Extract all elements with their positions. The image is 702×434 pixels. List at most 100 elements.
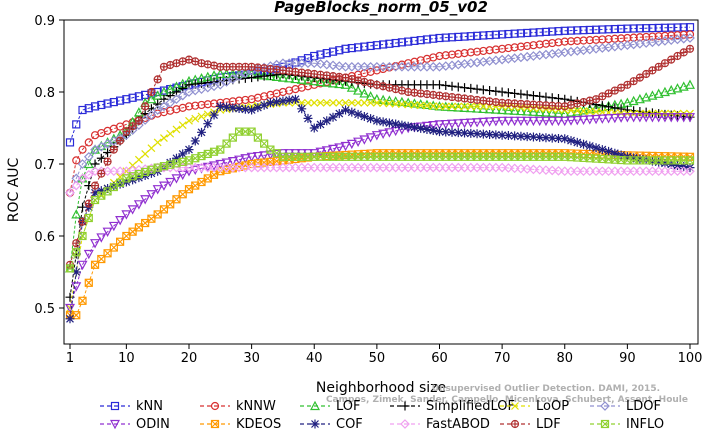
data-point-knnw bbox=[441, 51, 450, 60]
data-point-lof bbox=[678, 81, 689, 91]
data-point-ldof bbox=[365, 61, 376, 72]
data-point-loop bbox=[404, 100, 413, 109]
data-point-fastabod bbox=[653, 166, 664, 177]
data-point-ldf bbox=[141, 102, 150, 111]
data-point-lof bbox=[672, 83, 683, 93]
data-point-ldof bbox=[159, 101, 169, 112]
data-point-knn bbox=[654, 23, 663, 33]
data-point-knnw bbox=[591, 35, 601, 44]
data-point-cof bbox=[228, 103, 238, 113]
data-point-lof bbox=[515, 105, 526, 116]
data-point-knnw bbox=[642, 32, 651, 42]
y-tick-label: 0.5 bbox=[34, 302, 55, 317]
data-point-knnw bbox=[72, 156, 81, 165]
data-point-loop bbox=[147, 144, 156, 153]
x-axis-label: Neighborhood size bbox=[316, 380, 446, 396]
data-point-lof bbox=[290, 73, 301, 84]
data-point-knnw bbox=[504, 43, 513, 53]
legend-marker-knnw bbox=[210, 401, 220, 411]
series-line-kdeos bbox=[70, 152, 691, 316]
data-point-odin bbox=[215, 159, 226, 170]
data-point-fastabod bbox=[465, 162, 476, 173]
data-point-ldof bbox=[171, 94, 182, 105]
data-point-odin bbox=[453, 119, 464, 129]
data-point-knnw bbox=[523, 41, 532, 51]
data-point-cof bbox=[610, 148, 620, 158]
data-point-knn bbox=[322, 49, 331, 58]
data-point-cof bbox=[428, 126, 438, 136]
data-point-odin bbox=[459, 118, 470, 129]
data-point-ldf bbox=[623, 80, 632, 89]
data-point-cof bbox=[635, 154, 645, 164]
data-point-inflo bbox=[685, 156, 695, 165]
legend-label-loop: LoOP bbox=[536, 399, 569, 414]
data-point-cof bbox=[165, 158, 175, 168]
legend-item-inflo: INFLO bbox=[590, 417, 664, 432]
data-point-simplifiedlof bbox=[610, 103, 620, 113]
data-point-odin bbox=[628, 113, 639, 123]
data-point-ldf bbox=[667, 55, 676, 64]
data-point-odin bbox=[603, 114, 614, 124]
data-point-odin bbox=[434, 120, 445, 130]
legend-marker-kdeos bbox=[210, 419, 220, 429]
data-point-odin bbox=[685, 113, 695, 123]
series-line-loop bbox=[69, 102, 690, 309]
data-point-lof bbox=[547, 107, 558, 117]
legend-marker-simplifiedlof bbox=[400, 401, 410, 411]
data-point-simplifiedlof bbox=[453, 82, 463, 92]
data-point-odin bbox=[221, 158, 232, 168]
data-point-ldof bbox=[77, 159, 88, 169]
data-point-loop bbox=[441, 102, 450, 111]
data-point-ldf bbox=[153, 75, 162, 84]
data-point-fastabod bbox=[353, 162, 363, 173]
data-point-odin bbox=[584, 115, 595, 125]
data-point-simplifiedlof bbox=[460, 83, 470, 93]
data-point-simplifiedlof bbox=[497, 87, 507, 97]
data-point-loop bbox=[397, 100, 406, 109]
data-point-ldof bbox=[422, 61, 432, 72]
data-point-odin bbox=[102, 227, 113, 237]
data-point-fastabod bbox=[234, 162, 244, 173]
data-point-odin bbox=[353, 137, 364, 147]
data-point-odin bbox=[503, 116, 514, 127]
data-point-ldf bbox=[128, 122, 137, 131]
legend-marker-lof bbox=[310, 400, 320, 411]
data-point-loop bbox=[448, 102, 456, 111]
data-point-odin bbox=[497, 116, 508, 127]
data-point-odin bbox=[334, 143, 345, 153]
data-point-knn bbox=[529, 28, 538, 37]
data-point-loop bbox=[316, 98, 325, 107]
data-point-odin bbox=[490, 117, 501, 127]
data-point-odin bbox=[165, 177, 176, 188]
data-point-lof bbox=[284, 73, 295, 83]
data-point-odin bbox=[315, 147, 326, 158]
data-point-simplifiedlof bbox=[528, 91, 538, 101]
data-point-lof bbox=[302, 75, 313, 85]
data-point-loop bbox=[178, 121, 187, 130]
data-point-cof bbox=[265, 98, 275, 108]
data-point-simplifiedlof bbox=[434, 80, 444, 90]
data-point-odin bbox=[321, 146, 332, 156]
data-point-fastabod bbox=[309, 162, 320, 173]
data-point-knnw bbox=[479, 46, 488, 56]
data-point-knn bbox=[429, 34, 438, 43]
data-point-ldf bbox=[122, 127, 131, 136]
data-point-ldof bbox=[390, 61, 401, 72]
data-point-knn bbox=[347, 43, 356, 53]
data-point-simplifiedlof bbox=[553, 93, 563, 103]
data-point-loop bbox=[460, 102, 469, 111]
data-point-fastabod bbox=[534, 164, 545, 175]
data-point-cof bbox=[516, 131, 526, 141]
data-point-knn bbox=[447, 33, 457, 42]
data-point-knn bbox=[535, 28, 544, 37]
data-point-knn bbox=[103, 99, 112, 108]
data-point-cof bbox=[384, 118, 394, 128]
data-point-lof bbox=[428, 100, 439, 110]
data-point-lof bbox=[365, 91, 376, 101]
data-point-knn bbox=[72, 120, 81, 129]
data-point-ldof bbox=[177, 90, 188, 101]
data-point-knn bbox=[566, 26, 576, 35]
data-point-knnw bbox=[566, 37, 576, 46]
data-point-odin bbox=[647, 113, 658, 123]
data-point-odin bbox=[465, 118, 476, 128]
